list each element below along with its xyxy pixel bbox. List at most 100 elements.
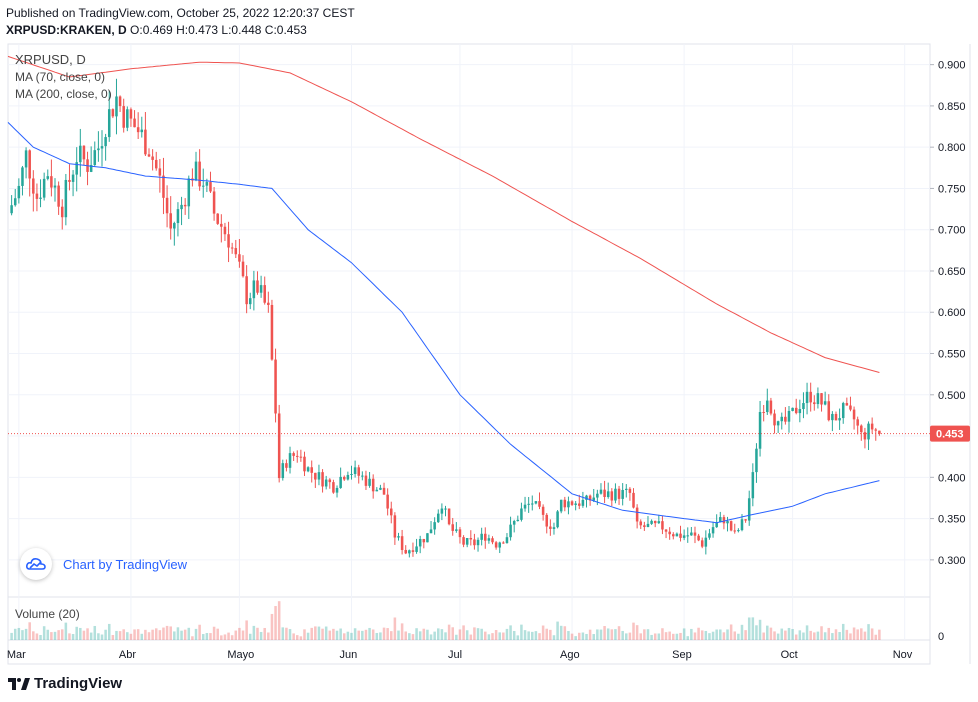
candle-body	[339, 476, 342, 488]
candle-body	[860, 425, 863, 433]
candle-body	[708, 533, 711, 538]
candle-body	[314, 472, 317, 480]
tradingview-logo-icon	[8, 677, 30, 690]
candle-body	[664, 529, 668, 532]
candle-body	[353, 467, 357, 474]
candle-body	[79, 145, 82, 163]
volume-bar	[516, 635, 520, 640]
volume-bar	[834, 629, 838, 640]
volume-bar	[397, 630, 400, 640]
candle-body	[259, 285, 263, 293]
candle-body	[639, 521, 643, 526]
ma200-line	[7, 55, 880, 373]
volume-bar	[751, 617, 755, 640]
candle-body	[722, 517, 726, 524]
volume-bar	[802, 632, 805, 640]
volume-bar	[617, 626, 621, 640]
volume-bar	[97, 633, 100, 640]
candle-body	[140, 129, 144, 133]
candle-body	[129, 109, 133, 119]
candle-body	[686, 535, 690, 537]
legend-ma200[interactable]: MA (200, close, 0)	[15, 87, 112, 101]
volume-bar	[263, 627, 266, 640]
volume-bar	[816, 631, 820, 640]
candle-body	[274, 359, 277, 414]
candle-body	[368, 478, 371, 486]
volume-bar	[588, 629, 592, 640]
candle-body	[834, 413, 838, 421]
volume-bar	[285, 627, 288, 640]
volume-bar	[719, 629, 722, 640]
candle-body	[469, 538, 473, 540]
y-tick-label: 0.800	[938, 142, 966, 154]
volume-bar	[194, 628, 198, 640]
volume-bar	[118, 631, 122, 640]
volume-bar	[823, 632, 827, 640]
volume-bar	[187, 627, 191, 640]
x-tick-label: Ago	[560, 649, 580, 661]
candle-body	[603, 489, 606, 497]
badge-text[interactable]: Chart by TradingView	[63, 556, 188, 572]
volume-bar	[686, 636, 690, 640]
candle-body	[194, 161, 198, 181]
y-tick-label: 0.350	[938, 514, 966, 526]
volume-bar	[556, 621, 559, 640]
header-ohlc: O:0.469 H:0.473 L:0.448 C:0.453	[130, 23, 307, 37]
volume-bar	[726, 629, 729, 640]
volume-bar	[444, 632, 447, 640]
tradingview-footer[interactable]: TradingView	[8, 675, 122, 692]
candle-body	[668, 531, 671, 535]
candle-body	[24, 150, 28, 168]
candle-body	[144, 129, 147, 155]
candle-body	[151, 156, 154, 160]
candle-body	[248, 298, 252, 305]
volume-bar	[216, 628, 219, 640]
volume-bar	[140, 633, 144, 640]
candle-body	[711, 527, 715, 534]
candle-body	[371, 478, 375, 492]
candle-body	[625, 488, 628, 490]
volume-bar	[661, 628, 664, 640]
candle-body	[418, 538, 422, 547]
volume-bar	[541, 625, 545, 640]
volume-bar	[697, 627, 700, 640]
volume-bar	[643, 629, 646, 640]
candle-body	[455, 529, 458, 531]
volume-bar	[324, 626, 328, 640]
candle-body	[386, 494, 389, 509]
y-tick-label: 0.700	[938, 225, 966, 237]
candle-body	[201, 185, 205, 187]
candle-body	[675, 533, 679, 537]
candle-body	[729, 521, 733, 531]
candle-body	[552, 527, 556, 529]
volume-bar	[288, 629, 292, 640]
volume-bar	[24, 628, 28, 640]
volume-bar	[856, 629, 859, 640]
candle-body	[277, 413, 281, 479]
volume-bar	[794, 634, 798, 640]
chart-by-tradingview-badge[interactable]: Chart by TradingView	[20, 548, 187, 580]
candle-body	[147, 154, 151, 157]
y-tick-label: 0.400	[938, 472, 966, 484]
candle-body	[281, 463, 285, 479]
candle-body	[596, 493, 599, 498]
volume-bar	[820, 626, 823, 640]
volume-bar	[270, 613, 274, 640]
volume-bar	[646, 629, 650, 640]
candle-body	[516, 519, 520, 522]
candle-body	[389, 508, 393, 516]
volume-bar	[675, 633, 679, 640]
x-tick-label: Sep	[672, 649, 692, 661]
candle-body	[238, 254, 241, 262]
candle-body	[111, 109, 115, 117]
candle-body	[169, 213, 172, 229]
volume-bar	[136, 629, 140, 640]
volume-bar	[100, 634, 104, 640]
volume-bar	[115, 630, 118, 640]
volume-bar	[520, 624, 523, 640]
legend-ma70[interactable]: MA (70, close, 0)	[15, 70, 106, 84]
volume-bar	[176, 627, 180, 640]
volume-bar	[314, 626, 317, 640]
legend-volume[interactable]: Volume (20)	[15, 607, 80, 621]
